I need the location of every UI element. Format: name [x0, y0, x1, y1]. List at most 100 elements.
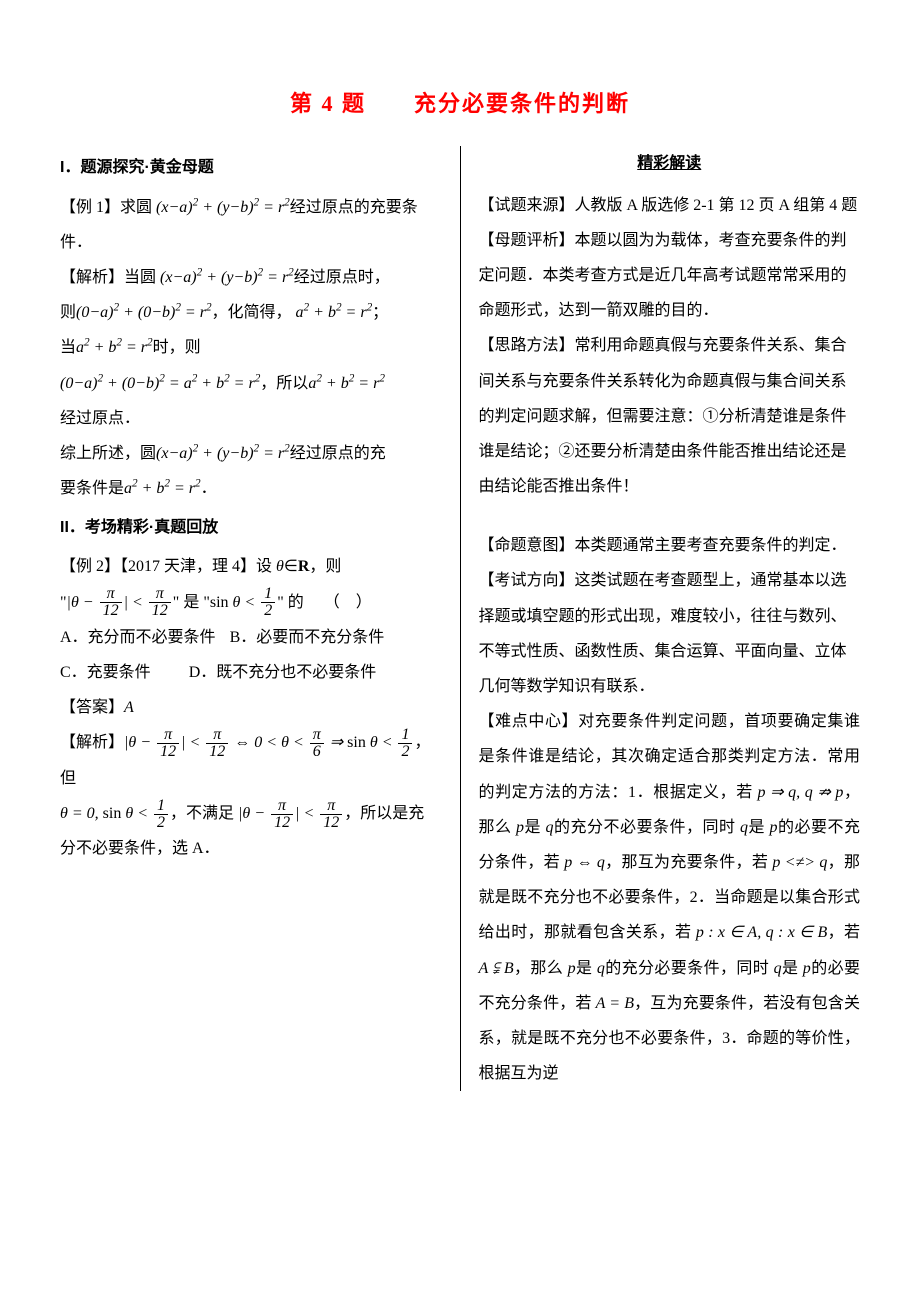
eq: a2 + b2 = r2 [76, 339, 153, 356]
conclusion-line2: 要条件是a2 + b2 = r2． [60, 471, 442, 506]
t: 当 [60, 339, 76, 356]
example-1: 【例 1】求圆 (x−a)2 + (y−b)2 = r2经过原点的充要条件． [60, 190, 442, 260]
t: ，化简得， [212, 304, 292, 321]
t: ，若 [827, 924, 860, 941]
eq: q [597, 960, 605, 977]
method: 【思路方法】常利用命题真假与充要条件关系、集合间关系与充要条件关系转化为命题真假… [479, 328, 861, 504]
ex2-label: 【例 2】【2017 天津，理 4】 [60, 558, 256, 575]
right-column: 精彩解读 【试题来源】人教版 A 版选修 2-1 第 12 页 A 组第 4 题… [461, 146, 861, 1091]
eq: p <≠> q [772, 854, 827, 871]
answer-label: 【答案】 [60, 699, 124, 716]
example-2-line2: "|θ − π12| < π12" 是 "sin θ < 12" 的 （ ） [60, 585, 442, 620]
example-2-line1: 【例 2】【2017 天津，理 4】设 θ∈R，则 [60, 549, 442, 584]
choice-c: C．充要条件 [60, 655, 151, 690]
t: 是 [524, 819, 541, 836]
ex1-text: 求圆 [120, 199, 152, 216]
page-title: 第 4 题 充分必要条件的判断 [60, 80, 860, 128]
analysis-label: 【解析】 [60, 269, 124, 286]
eq: q [774, 960, 782, 977]
right-subtitle: 精彩解读 [479, 146, 861, 181]
eq: p [516, 819, 524, 836]
dir-label: 【考试方向】 [479, 572, 575, 589]
eq: (x−a)2 + (y−b)2 = r2 [156, 445, 290, 462]
analysis-line2: 则(0−a)2 + (0−b)2 = r2，化简得， a2 + b2 = r2； [60, 295, 442, 330]
analysis-line4: (0−a)2 + (0−b)2 = a2 + b2 = r2，所以a2 + b2… [60, 366, 442, 401]
eq: |θ − π12| < π12 ⇔ 0 < θ < π6 ⇒ sin θ < 1… [124, 734, 414, 751]
eq: |θ − π12| < π12 [238, 805, 344, 822]
conclusion-line1: 综上所述，圆(x−a)2 + (y−b)2 = r2经过原点的充 [60, 436, 442, 471]
t: " [60, 594, 67, 611]
solution-line3: 分不必要条件，选 A． [60, 831, 442, 866]
t: ，则 [309, 558, 341, 575]
choice-b: B．必要而不充分条件 [230, 620, 385, 655]
eq: A = B [596, 995, 634, 1012]
choices-row2: C．充要条件 D．既不充分也不必要条件 [60, 655, 442, 690]
dir-text: 这类试题在考查题型上，通常基本以选择题或填空题的形式出现，难度较小，往往与数列、… [479, 572, 847, 695]
eq: p ⇔ q [564, 854, 605, 871]
eq: p [803, 960, 811, 977]
eq: a2 + b2 = r2 [296, 304, 373, 321]
t: " 是 " [173, 594, 210, 611]
answer: 【答案】A [60, 690, 442, 725]
t: ，那互为充要条件，若 [605, 854, 768, 871]
t: 经过原点的充 [290, 445, 386, 462]
analysis-line3: 当a2 + b2 = r2时，则 [60, 330, 442, 365]
direction: 【考试方向】这类试题在考查题型上，通常基本以选择题或填空题的形式出现，难度较小，… [479, 563, 861, 704]
t: 经过原点时， [294, 269, 390, 286]
eq: p [568, 960, 576, 977]
t: 综上所述，圆 [60, 445, 156, 462]
t: ，所以 [260, 375, 308, 392]
eq: θ [276, 558, 284, 575]
eq: p : x ∈ A, q : x ∈ B [696, 924, 827, 941]
method-text: 常利用命题真假与充要条件关系、集合间关系与充要条件关系转化为命题真假与集合间关系… [479, 337, 847, 495]
intent: 【命题意图】本类题通常主要考查充要条件的判定． [479, 528, 861, 563]
t: 是 [782, 960, 799, 977]
intent-text: 本类题通常主要考查充要条件的判定． [575, 537, 847, 554]
left-column: I．题源探究·黄金母题 【例 1】求圆 (x−a)2 + (y−b)2 = r2… [60, 146, 461, 1091]
solution-line1: 【解析】|θ − π12| < π12 ⇔ 0 < θ < π6 ⇒ sin θ… [60, 725, 442, 795]
section-1-header: I．题源探究·黄金母题 [60, 150, 442, 185]
ex1-label: 【例 1】 [60, 199, 120, 216]
t: 设 [256, 558, 272, 575]
intent-label: 【命题意图】 [479, 537, 575, 554]
mother-label: 【母题评析】 [479, 232, 575, 249]
paren: （ ） [324, 594, 372, 611]
answer-value: A [124, 699, 134, 716]
solution-label: 【解析】 [60, 734, 124, 751]
source: 【试题来源】人教版 A 版选修 2-1 第 12 页 A 组第 4 题 [479, 188, 861, 223]
choices-row1: A．充分而不必要条件 B．必要而不充分条件 [60, 620, 442, 655]
t: ； [372, 304, 388, 321]
t: 是 [576, 960, 593, 977]
method-label: 【思路方法】 [479, 337, 575, 354]
eq: (0−a)2 + (0−b)2 = r2 [76, 304, 212, 321]
eq: |θ − π12| < π12 [67, 594, 173, 611]
eq: θ = 0, sin θ < 12 [60, 805, 170, 822]
mother-analysis: 【母题评析】本题以圆为为载体，考查充要条件的判定问题．本类考查方式是近几年高考试… [479, 223, 861, 329]
t: 时，则 [153, 339, 201, 356]
hard-label: 【难点中心】 [479, 713, 579, 730]
eq: q [546, 819, 554, 836]
t: ． [201, 480, 217, 497]
src-label: 【试题来源】 [479, 197, 575, 214]
eq: A ⫋ B [479, 960, 514, 977]
t: ，所以是充 [344, 805, 424, 822]
src-text: 人教版 A 版选修 2-1 第 12 页 A 组第 4 题 [575, 197, 858, 214]
eq: a2 + b2 = r2 [308, 375, 385, 392]
choice-a: A．充分而不必要条件 [60, 620, 216, 655]
eq: (0−a)2 + (0−b)2 = a2 + b2 = r2 [60, 375, 260, 392]
t: ，那么 [514, 960, 564, 977]
t: 的充分必要条件，同时 [605, 960, 769, 977]
t: 要条件是 [60, 480, 124, 497]
two-column-layout: I．题源探究·黄金母题 【例 1】求圆 (x−a)2 + (y−b)2 = r2… [60, 146, 860, 1091]
eq: q [740, 819, 748, 836]
t: ，不满足 [170, 805, 234, 822]
t: 当圆 [124, 269, 156, 286]
eq: p ⇒ q, q ⇏ p [758, 784, 844, 801]
ex1-equation: (x−a)2 + (y−b)2 = r2 [156, 199, 290, 216]
eq: (x−a)2 + (y−b)2 = r2 [160, 269, 294, 286]
t: 是 [748, 819, 765, 836]
analysis-line5: 经过原点． [60, 401, 442, 436]
hard-point: 【难点中心】对充要条件判定问题，首项要确定集谁是条件谁是结论，其次确定适合那类判… [479, 704, 861, 1091]
solution-line2: θ = 0, sin θ < 12，不满足 |θ − π12| < π12，所以… [60, 796, 442, 831]
section-2-header: II．考场精彩·真题回放 [60, 510, 442, 545]
